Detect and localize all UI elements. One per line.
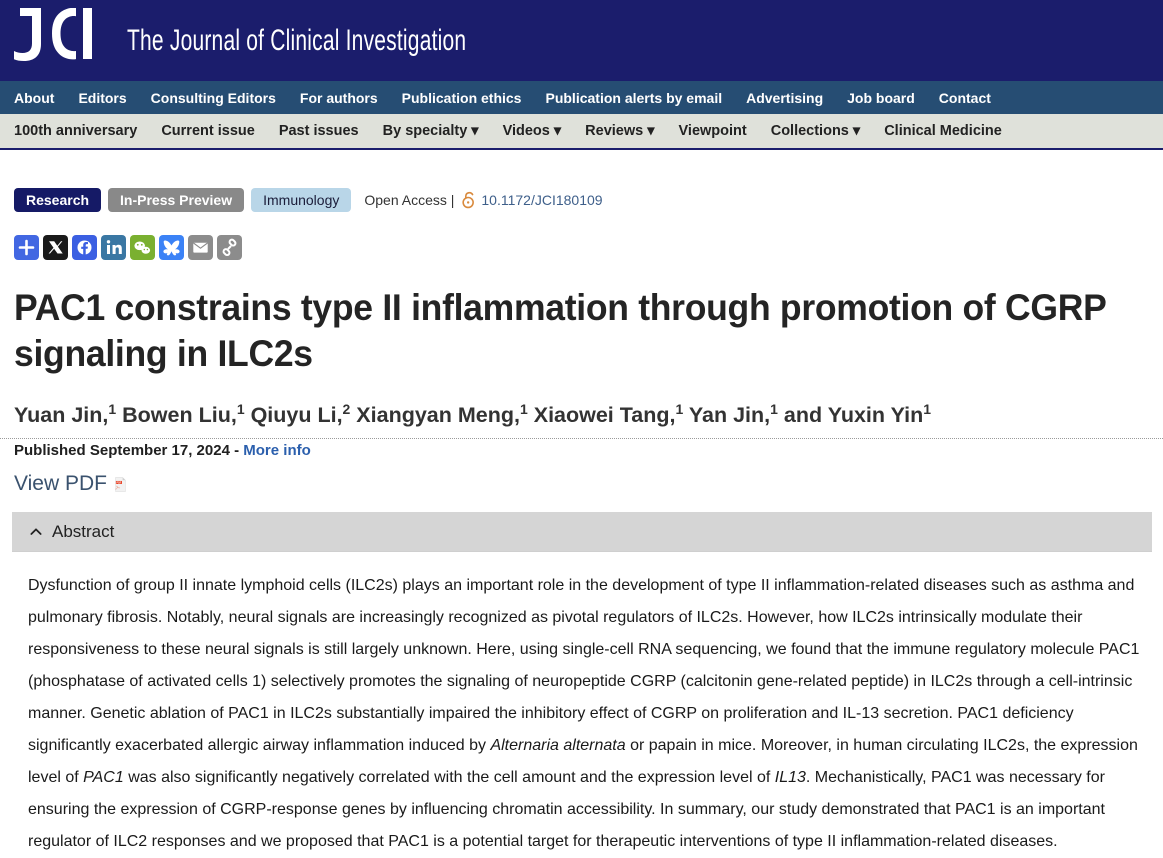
svg-text:PDF: PDF [117, 482, 122, 484]
